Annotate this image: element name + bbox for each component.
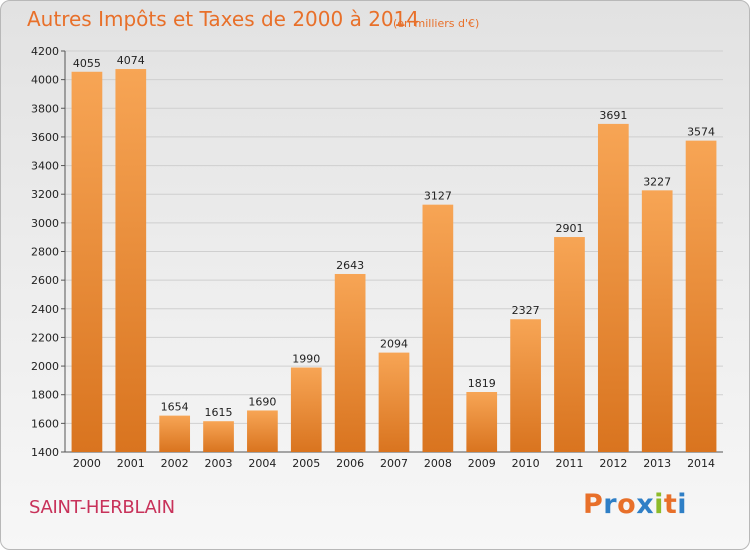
x-tick-label: 2014: [687, 457, 715, 470]
x-tick-label: 2012: [599, 457, 627, 470]
bar-2005: [290, 367, 322, 452]
logo-letter: t: [663, 489, 678, 520]
x-tick-label: 2013: [643, 457, 671, 470]
logo-letter: i: [677, 489, 688, 520]
y-tick-label: 3400: [31, 160, 59, 173]
bar-2008: [422, 204, 454, 452]
bar-2013: [641, 190, 673, 452]
data-label: 2901: [555, 222, 583, 235]
x-tick-label: 2006: [336, 457, 364, 470]
bar-2006: [334, 273, 366, 452]
y-tick-label: 2400: [31, 303, 59, 316]
data-label: 2327: [512, 304, 540, 317]
data-labels: 4055 4074 1654 1615 1690 1990 2643 2094 3127 1819…: [73, 54, 715, 419]
x-tick-label: 2007: [380, 457, 408, 470]
x-tick-label: 2004: [248, 457, 276, 470]
data-label: 1654: [161, 401, 189, 414]
x-tick-labels: 2000 2001 2002 2003 2004 2005 2006 2007 2008 2009…: [73, 457, 715, 470]
y-tick-label: 2200: [31, 331, 59, 344]
unit-note: (en milliers d'€): [393, 17, 480, 30]
data-label: 2643: [336, 259, 364, 272]
bar-2004: [247, 410, 278, 452]
y-tick-label: 4200: [31, 45, 59, 58]
logo-letter: x: [636, 489, 655, 520]
proxiti-logo: Proxiti: [583, 489, 687, 520]
x-tick-label: 2008: [424, 457, 452, 470]
chart-title: Autres Impôts et Taxes de 2000 à 2014: [27, 7, 420, 31]
data-label: 3227: [643, 175, 671, 188]
x-tick-label: 2009: [468, 457, 496, 470]
y-tick-label: 4000: [31, 74, 59, 87]
data-label: 3691: [599, 109, 627, 122]
data-label: 4074: [117, 54, 145, 67]
y-tick-label: 1400: [31, 446, 59, 459]
x-tick-label: 2010: [512, 457, 540, 470]
bar-2001: [115, 69, 147, 453]
y-tick-label: 1800: [31, 389, 59, 402]
logo-letter: r: [603, 489, 618, 520]
x-tick-label: 2003: [205, 457, 233, 470]
y-tick-label: 3800: [31, 102, 59, 115]
commune-name: SAINT-HERBLAIN: [29, 497, 175, 518]
y-tick-label: 1600: [31, 417, 59, 430]
data-label: 1819: [468, 377, 496, 390]
y-tick-label: 2800: [31, 246, 59, 259]
logo-letter: P: [583, 489, 604, 520]
bar-2000: [71, 71, 103, 452]
x-tick-label: 2002: [161, 457, 189, 470]
bar-2014: [685, 140, 717, 452]
y-tick-labels: 1400 1600 1800 2000 2200 2400 2600 2800 3000 3200…: [31, 45, 59, 459]
bar-2010: [510, 319, 541, 452]
x-tick-label: 2001: [117, 457, 145, 470]
x-tick-label: 2005: [292, 457, 320, 470]
x-tick-label: 2011: [555, 457, 583, 470]
bar-2007: [378, 352, 410, 452]
logo-letter: o: [617, 489, 637, 520]
bars: [71, 69, 717, 453]
logo-letter: i: [654, 489, 664, 520]
y-tick-label: 3200: [31, 188, 59, 201]
y-tick-label: 3600: [31, 131, 59, 144]
bar-2011: [554, 237, 585, 452]
data-label: 1615: [205, 406, 233, 419]
y-tick-label: 2600: [31, 274, 59, 287]
bar-2003: [203, 421, 234, 452]
data-label: 3574: [687, 126, 715, 139]
data-label: 3127: [424, 190, 452, 203]
data-label: 4055: [73, 57, 101, 70]
data-label: 1690: [248, 395, 276, 408]
data-label: 2094: [380, 338, 408, 351]
bar-2009: [466, 391, 498, 452]
bar-2002: [159, 415, 191, 452]
y-tick-label: 3000: [31, 217, 59, 230]
data-label: 1990: [292, 353, 320, 366]
y-tick-label: 2000: [31, 360, 59, 373]
x-tick-label: 2000: [73, 457, 101, 470]
bar-2012: [597, 123, 629, 453]
